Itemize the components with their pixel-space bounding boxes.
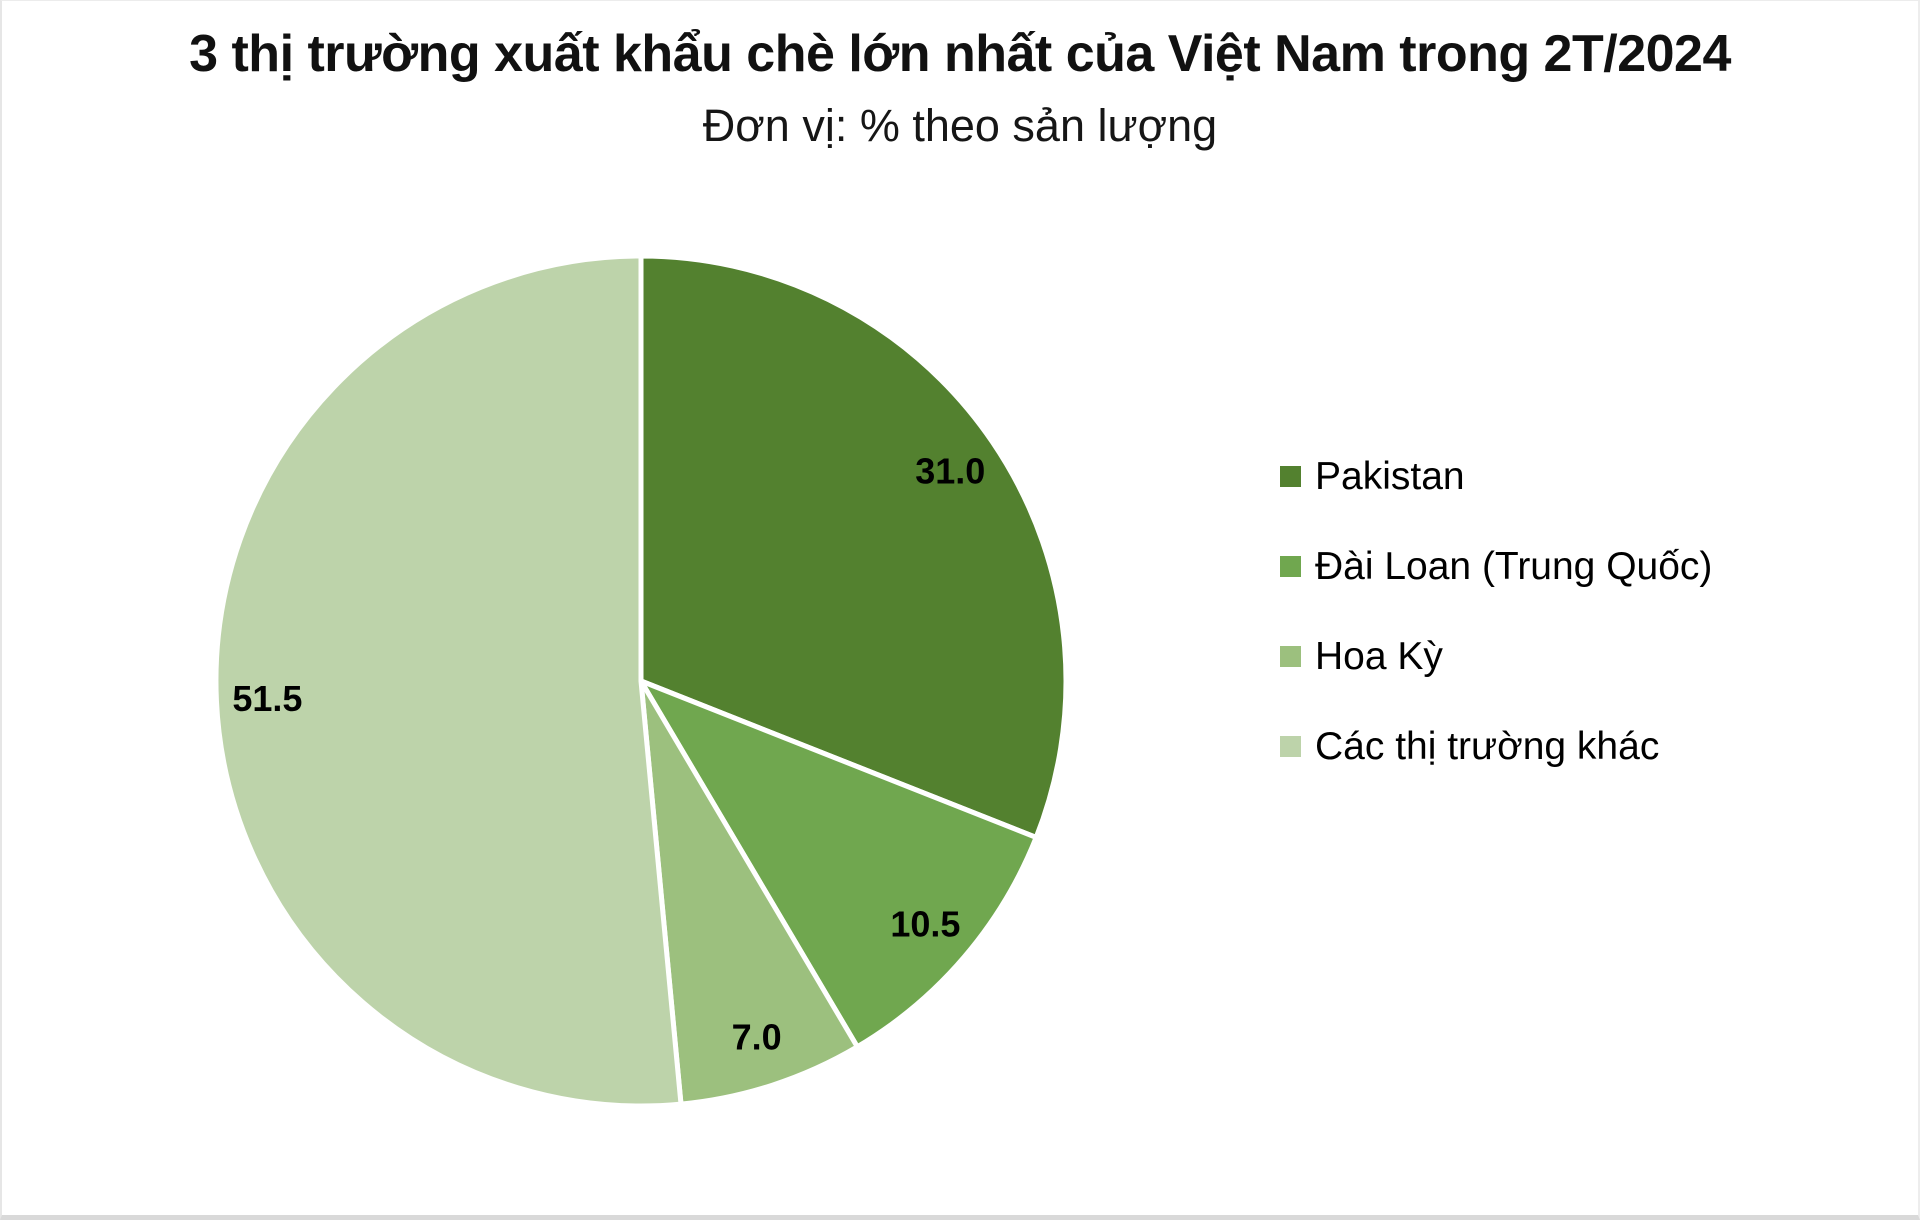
legend-label-dai-loan: Đài Loan (Trung Quốc)	[1315, 544, 1713, 588]
legend-item-khac: Các thị trường khác	[1280, 723, 1712, 769]
pie-slice-dai-loan	[635, 675, 1040, 1051]
pie-label-khac: 51.5	[232, 678, 302, 719]
pie-label-hoa-ky: 7.0	[732, 1016, 782, 1057]
pie-slice-khac	[213, 253, 684, 1109]
legend-label-pakistan: Pakistan	[1315, 454, 1465, 498]
pie-slice-pakistan	[638, 253, 1069, 841]
chart-subtitle: Đơn vị: % theo sản lượng	[702, 100, 1218, 151]
pie-slice-hoa-ky	[638, 679, 861, 1107]
legend: Pakistan Đài Loan (Trung Quốc) Hoa Kỳ Các t…	[1280, 453, 1712, 813]
legend-label-hoa-ky: Hoa Kỳ	[1315, 634, 1443, 678]
legend-swatch-dai-loan	[1280, 555, 1301, 577]
legend-item-hoa-ky: Hoa Kỳ	[1280, 633, 1712, 679]
legend-swatch-pakistan	[1280, 465, 1301, 487]
legend-item-pakistan: Pakistan	[1280, 453, 1712, 499]
legend-swatch-khac	[1280, 735, 1301, 757]
chart-title: 3 thị trường xuất khẩu chè lớn nhất của …	[189, 25, 1731, 83]
pie-label-dai-loan: 10.5	[890, 904, 960, 945]
legend-label-khac: Các thị trường khác	[1315, 724, 1660, 768]
legend-swatch-hoa-ky	[1280, 645, 1301, 667]
legend-item-dai-loan: Đài Loan (Trung Quốc)	[1280, 543, 1712, 589]
pie-label-pakistan: 31.0	[915, 450, 985, 491]
